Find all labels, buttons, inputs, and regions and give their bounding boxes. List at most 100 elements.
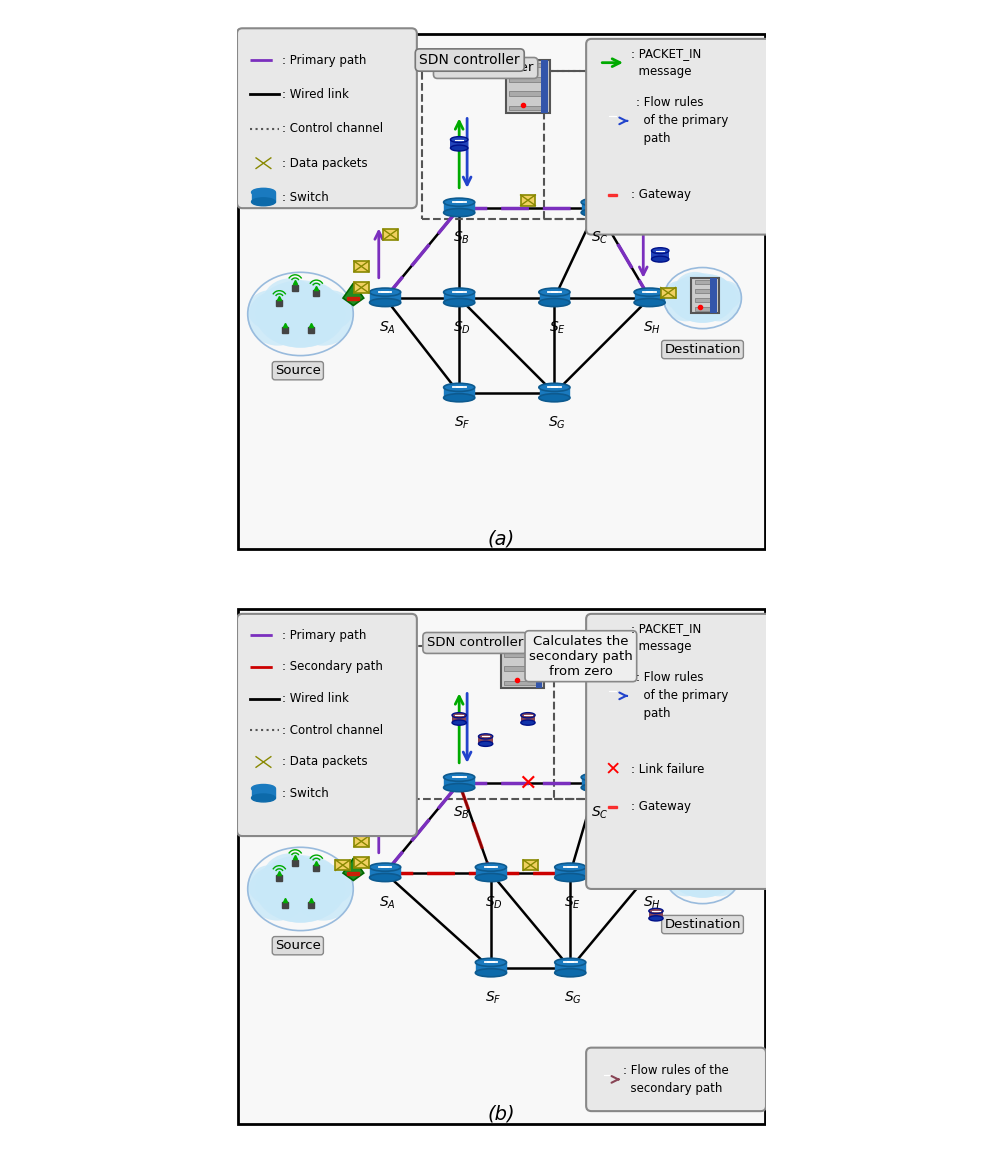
FancyBboxPatch shape <box>509 77 546 82</box>
Text: (b): (b) <box>487 1104 515 1124</box>
FancyBboxPatch shape <box>694 854 715 859</box>
Ellipse shape <box>252 189 276 197</box>
FancyBboxPatch shape <box>581 777 611 788</box>
FancyBboxPatch shape <box>694 289 715 293</box>
FancyBboxPatch shape <box>444 202 474 213</box>
Text: : Data packets: : Data packets <box>282 156 367 170</box>
FancyBboxPatch shape <box>634 867 663 877</box>
FancyBboxPatch shape <box>694 864 715 868</box>
Ellipse shape <box>263 853 318 900</box>
Text: : Primary path: : Primary path <box>282 54 366 67</box>
Ellipse shape <box>369 864 400 872</box>
Text: : Switch: : Switch <box>282 191 329 204</box>
Ellipse shape <box>587 137 605 143</box>
Text: Destination: Destination <box>663 343 740 356</box>
Ellipse shape <box>255 281 346 347</box>
Ellipse shape <box>692 275 729 307</box>
Ellipse shape <box>266 304 336 347</box>
Ellipse shape <box>263 278 318 325</box>
Ellipse shape <box>538 299 569 307</box>
Text: : Gateway: : Gateway <box>630 189 690 201</box>
FancyBboxPatch shape <box>509 63 546 68</box>
Ellipse shape <box>605 114 619 118</box>
FancyBboxPatch shape <box>354 261 369 271</box>
FancyBboxPatch shape <box>476 963 505 973</box>
FancyBboxPatch shape <box>354 836 369 846</box>
Text: : Flow rules of the
  secondary path: : Flow rules of the secondary path <box>622 1064 728 1095</box>
Ellipse shape <box>443 299 474 307</box>
Ellipse shape <box>288 857 338 900</box>
Ellipse shape <box>475 968 506 976</box>
Ellipse shape <box>651 256 668 262</box>
FancyBboxPatch shape <box>694 307 715 312</box>
Text: $S_{A}$: $S_{A}$ <box>379 895 396 911</box>
FancyBboxPatch shape <box>694 298 715 302</box>
Ellipse shape <box>633 299 664 307</box>
FancyBboxPatch shape <box>506 60 549 114</box>
Ellipse shape <box>443 783 474 791</box>
FancyBboxPatch shape <box>535 635 542 688</box>
FancyBboxPatch shape <box>581 202 611 213</box>
FancyBboxPatch shape <box>660 288 675 298</box>
Text: $S_{H}$: $S_{H}$ <box>642 895 660 911</box>
Ellipse shape <box>478 742 492 746</box>
Text: $S_{G}$: $S_{G}$ <box>547 414 565 431</box>
FancyBboxPatch shape <box>694 873 715 877</box>
Text: : Link failure: : Link failure <box>630 764 703 776</box>
FancyBboxPatch shape <box>444 388 474 398</box>
Polygon shape <box>604 183 620 201</box>
Ellipse shape <box>478 734 492 739</box>
Ellipse shape <box>475 874 506 882</box>
Ellipse shape <box>599 1080 614 1084</box>
Ellipse shape <box>443 773 474 781</box>
Polygon shape <box>347 872 359 874</box>
Text: $S_{C}$: $S_{C}$ <box>590 804 607 821</box>
Text: SDN controller: SDN controller <box>427 636 523 650</box>
Text: $S_{G}$: $S_{G}$ <box>563 989 581 1006</box>
Ellipse shape <box>707 281 740 309</box>
FancyBboxPatch shape <box>252 789 275 798</box>
Ellipse shape <box>538 383 569 391</box>
Ellipse shape <box>252 198 276 206</box>
Text: $S_{H}$: $S_{H}$ <box>642 320 660 336</box>
Ellipse shape <box>450 137 468 143</box>
Ellipse shape <box>668 274 735 323</box>
Ellipse shape <box>266 879 336 922</box>
FancyBboxPatch shape <box>634 292 663 302</box>
FancyBboxPatch shape <box>252 192 275 201</box>
FancyBboxPatch shape <box>509 91 546 95</box>
Ellipse shape <box>605 696 619 702</box>
FancyBboxPatch shape <box>520 715 534 722</box>
Text: Source: Source <box>275 940 321 952</box>
Polygon shape <box>650 833 660 835</box>
Ellipse shape <box>520 720 534 726</box>
FancyBboxPatch shape <box>709 853 716 888</box>
FancyBboxPatch shape <box>354 282 369 293</box>
Text: $S_{E}$: $S_{E}$ <box>548 320 565 336</box>
Ellipse shape <box>538 289 569 297</box>
FancyBboxPatch shape <box>585 1048 766 1111</box>
Text: $S_{B}$: $S_{B}$ <box>453 804 470 821</box>
FancyBboxPatch shape <box>585 39 771 235</box>
FancyBboxPatch shape <box>478 736 492 744</box>
Ellipse shape <box>633 289 664 297</box>
Ellipse shape <box>369 874 400 882</box>
Ellipse shape <box>252 784 276 792</box>
Ellipse shape <box>247 290 308 346</box>
Text: $S_{C}$: $S_{C}$ <box>590 229 607 246</box>
Ellipse shape <box>605 121 619 126</box>
Text: : Control channel: : Control channel <box>282 122 383 136</box>
Text: $S_{F}$: $S_{F}$ <box>453 414 470 431</box>
Text: $S_{A}$: $S_{A}$ <box>379 320 396 336</box>
FancyBboxPatch shape <box>587 139 605 148</box>
FancyBboxPatch shape <box>500 635 544 689</box>
Text: $S_{E}$: $S_{E}$ <box>564 895 581 911</box>
FancyBboxPatch shape <box>615 218 630 229</box>
FancyBboxPatch shape <box>370 292 400 302</box>
FancyBboxPatch shape <box>476 867 505 877</box>
Polygon shape <box>347 297 359 299</box>
FancyBboxPatch shape <box>602 860 617 871</box>
Ellipse shape <box>580 783 611 791</box>
Ellipse shape <box>605 689 619 693</box>
Ellipse shape <box>450 145 468 151</box>
